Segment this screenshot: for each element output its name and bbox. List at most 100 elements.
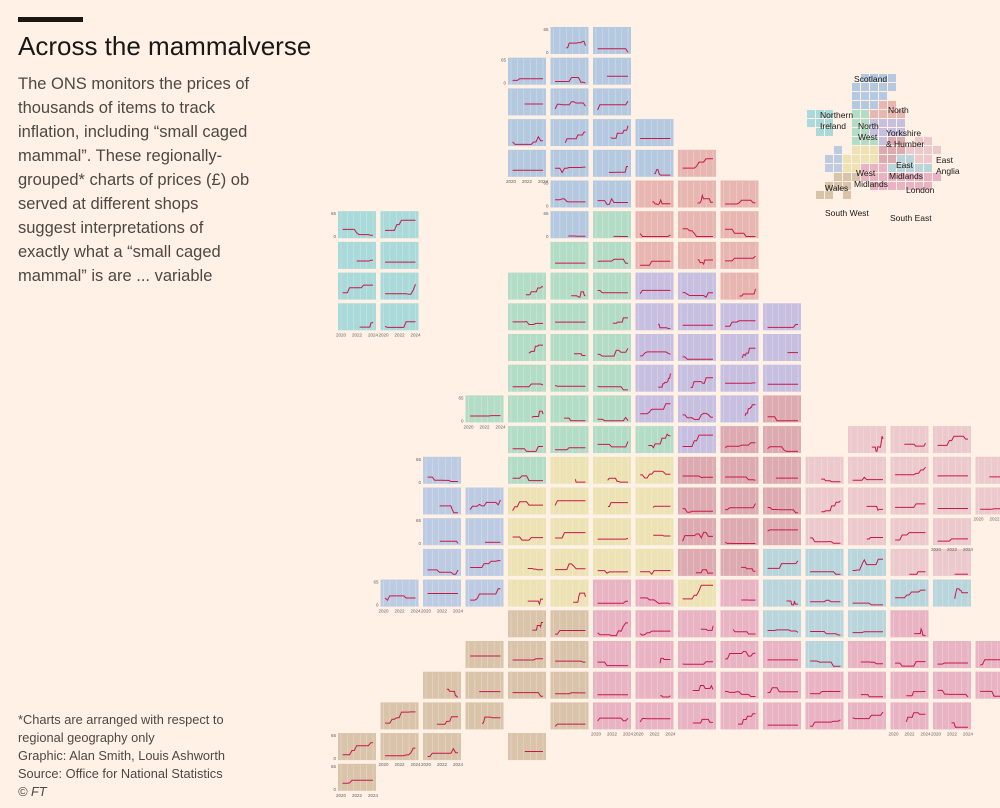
chart-panel <box>593 88 631 116</box>
chart-panel <box>678 641 716 668</box>
price-line <box>385 747 416 757</box>
x-tick-label: 2020 <box>463 424 474 429</box>
key-map-cell <box>897 182 905 190</box>
x-tick-label: 2022 <box>437 762 448 767</box>
small-multiple-chart <box>423 671 461 699</box>
key-map-cell <box>906 164 914 172</box>
key-map-cell <box>897 155 905 163</box>
small-multiple-chart <box>508 671 546 699</box>
x-tick-label: 2024 <box>410 609 421 614</box>
key-map-cell <box>861 164 869 172</box>
price-line <box>895 589 926 599</box>
chart-panel <box>890 487 929 515</box>
chart-panel <box>508 272 546 300</box>
key-map-cell <box>879 128 887 136</box>
price-line <box>597 416 629 422</box>
chart-panel <box>423 456 461 484</box>
small-multiple-chart <box>848 702 886 730</box>
key-map-cell <box>852 137 860 145</box>
small-multiple-chart <box>848 426 886 454</box>
key-map-cell <box>870 83 878 91</box>
key-map-cell <box>861 101 869 109</box>
small-multiple-chart <box>593 88 631 116</box>
chart-panel <box>550 241 589 269</box>
chart-panel <box>678 456 716 484</box>
price-line <box>640 403 671 415</box>
chart-panel <box>763 548 801 576</box>
small-multiple-chart <box>508 733 546 761</box>
small-multiple-chart <box>550 548 589 576</box>
chart-panel <box>423 487 461 515</box>
small-multiple-chart <box>550 395 589 423</box>
price-line <box>767 560 799 569</box>
key-map-cell <box>843 155 851 163</box>
small-multiple-chart <box>550 180 589 208</box>
chart-panel <box>550 27 589 54</box>
small-multiple-chart <box>635 395 674 423</box>
chart-panel <box>465 487 504 515</box>
y-tick-label-bottom: 0 <box>546 234 549 239</box>
chart-panel <box>933 487 971 515</box>
price-line <box>682 661 713 665</box>
chart-panel <box>975 671 1000 699</box>
small-multiple-chart <box>805 641 844 668</box>
small-multiple-chart <box>763 641 801 668</box>
key-map-cell <box>915 137 923 145</box>
key-map-cell <box>843 182 851 190</box>
key-map-cell <box>888 164 896 172</box>
key-map-cell <box>915 146 923 154</box>
price-line <box>682 356 713 360</box>
price-line <box>905 712 926 723</box>
price-line <box>860 661 883 665</box>
chart-panel <box>805 579 844 607</box>
y-tick-label-bottom: 0 <box>418 541 421 546</box>
region-label: Scotland <box>854 74 887 84</box>
y-tick-label-top: 65 <box>416 518 422 523</box>
small-multiple-chart <box>465 487 504 515</box>
chart-panel <box>635 610 674 638</box>
price-line <box>639 718 671 723</box>
small-multiple-chart <box>635 548 674 576</box>
chart-panel <box>635 211 674 239</box>
price-line <box>895 466 926 476</box>
key-map-cell <box>870 110 878 118</box>
key-map-cell <box>861 155 869 163</box>
chart-panel <box>720 487 759 515</box>
y-tick-label-top: 65 <box>458 395 464 400</box>
small-multiple-chart <box>423 702 461 730</box>
chart-panel <box>338 763 376 791</box>
key-map-cell <box>825 191 833 199</box>
price-line <box>427 476 458 482</box>
region-label: Yorkshire & Humber <box>886 128 924 149</box>
chart-panel <box>380 579 419 607</box>
small-multiple-chart <box>550 579 589 607</box>
price-line <box>767 507 798 514</box>
key-map-cell <box>834 182 842 190</box>
small-multiple-chart <box>465 395 504 423</box>
price-line <box>738 713 756 725</box>
price-line <box>597 622 628 637</box>
x-tick-label: 2022 <box>479 424 490 429</box>
small-multiple-chart <box>720 303 759 331</box>
price-line <box>744 404 756 417</box>
chart-panel <box>763 671 801 699</box>
small-multiple-chart <box>550 702 589 730</box>
small-multiple-chart <box>890 548 929 576</box>
key-map-cell <box>861 119 869 127</box>
chart-panel <box>763 487 801 515</box>
small-multiple-chart <box>338 241 376 269</box>
x-tick-label: 2020 <box>931 731 942 736</box>
small-multiple-chart <box>933 579 971 607</box>
x-tick-label: 2022 <box>522 179 533 184</box>
price-line <box>725 255 756 262</box>
small-multiple-chart <box>635 610 674 638</box>
chart-panel <box>635 364 674 392</box>
small-multiple-chart <box>805 518 844 546</box>
small-multiple-chart <box>975 641 1000 668</box>
region-label: East Midlands <box>889 160 923 181</box>
small-multiple-chart <box>720 364 759 392</box>
price-line <box>640 351 671 357</box>
key-map-cell <box>807 110 815 118</box>
key-map-cell <box>879 74 887 82</box>
chart-panel <box>890 518 929 546</box>
